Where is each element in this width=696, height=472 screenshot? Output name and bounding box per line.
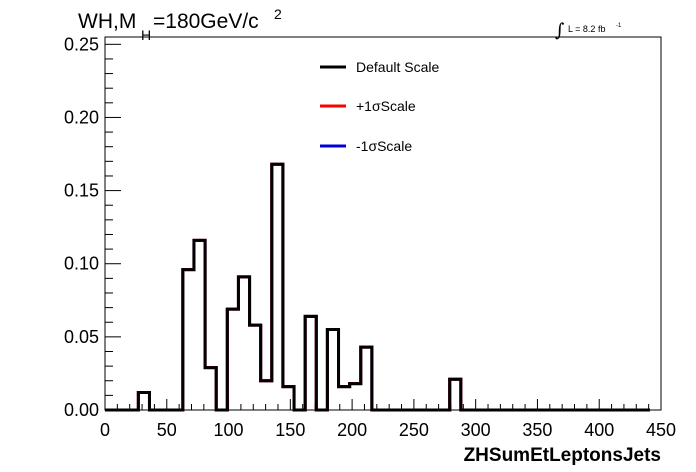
legend-label-default: Default Scale [356, 59, 439, 75]
legend-label-plus1sigma: +1σScale [356, 98, 416, 114]
series-line-0 [105, 162, 650, 412]
y-tick-label: 0.05 [64, 327, 99, 347]
legend: Default Scale +1σScale -1σScale [320, 59, 439, 154]
x-tick-label: 150 [275, 420, 305, 440]
y-tick-label: 0.10 [64, 254, 99, 274]
y-tick-label: 0.00 [64, 400, 99, 420]
x-tick-label: 300 [461, 420, 491, 440]
integral-icon: ∫ [555, 20, 565, 41]
y-tick-label: 0.15 [64, 181, 99, 201]
x-tick-label: 100 [214, 420, 244, 440]
series-line-1 [105, 162, 650, 412]
legend-label-minus1sigma: -1σScale [356, 138, 412, 154]
plot-frame [104, 36, 662, 411]
axes: 0 50 100 150 200 250 300 350 400 450 0.00 0.05 0.10 0… [64, 34, 676, 440]
chart-title-superscript: 2 [274, 6, 282, 22]
x-tick-label: 250 [399, 420, 429, 440]
x-tick-label: 350 [522, 420, 552, 440]
x-tick-label: 450 [646, 420, 676, 440]
chart-title-subscript: H [141, 27, 151, 43]
chart-title-value: =180GeV/c [153, 10, 259, 33]
series-line-2 [105, 162, 650, 412]
x-tick-label: 200 [337, 420, 367, 440]
x-tick-label: 0 [100, 420, 110, 440]
y-tick-label: 0.20 [64, 107, 99, 127]
luminosity-label: L = 8.2 fb [568, 24, 605, 34]
x-axis-label: ZHSumEtLeptonsJets [464, 445, 661, 466]
y-tick-label: 0.25 [64, 34, 99, 54]
luminosity-superscript: -1 [616, 23, 622, 29]
chart-title-prefix: WH,M [78, 10, 136, 33]
x-tick-label: 400 [584, 420, 614, 440]
series-layer [105, 162, 650, 412]
x-tick-label: 50 [157, 420, 177, 440]
